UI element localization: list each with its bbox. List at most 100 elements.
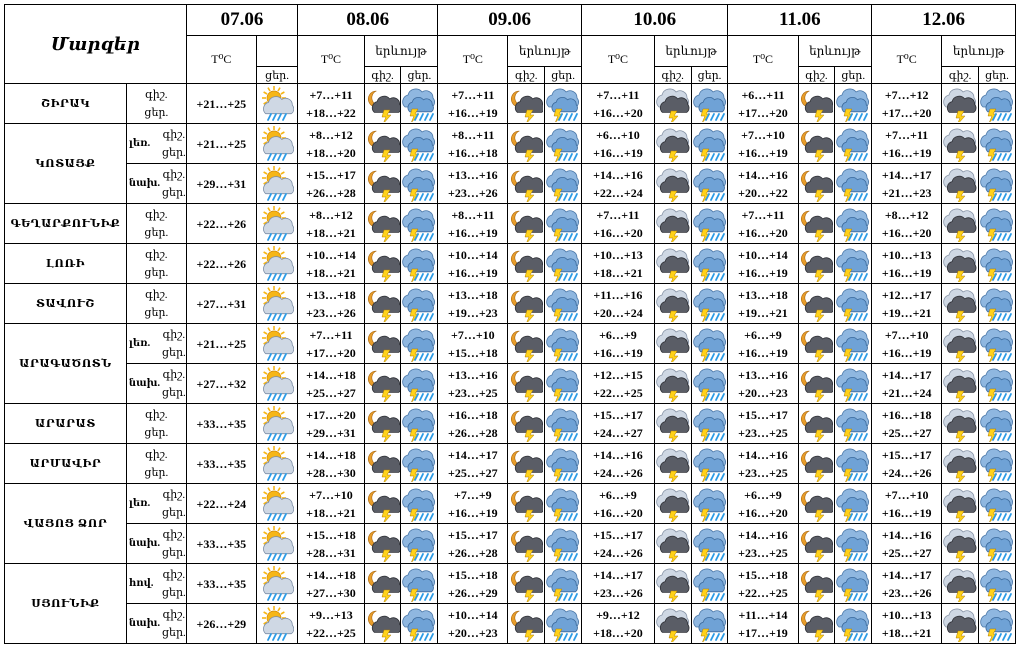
- day-icon-cell: [690, 123, 729, 164]
- day-icon-cell: [834, 363, 873, 404]
- cloud-thunder-icon: [656, 448, 690, 482]
- day-temp: +22…+25: [593, 385, 643, 400]
- cloud-thunder-icon: [943, 248, 977, 282]
- day-icon-cell: [400, 483, 439, 524]
- night-label: գիշ.: [363, 66, 402, 84]
- moon-cloud-thunder-icon: [367, 410, 400, 442]
- forecast-icon-07: [255, 163, 299, 204]
- day-temp: +24…+26: [881, 465, 932, 480]
- night-icon-cell: [363, 523, 402, 564]
- temp-range: +6…+11 +17…+20: [727, 83, 799, 124]
- cloud-thunder-icon: [656, 248, 690, 282]
- temp-range: +11…+14 +17…+19: [727, 603, 799, 644]
- night-temp: +6…+10: [596, 127, 640, 142]
- temp-range: +15…+17 +26…+28: [297, 163, 365, 204]
- day-night-labels: լեռ. գիշ. ցեր.: [125, 483, 187, 524]
- forecast-icon-07: [255, 523, 299, 564]
- table-row: նախ. գիշ. ցեր. +29…+31 +15…+17 +26…+28 +13…+16…: [5, 163, 1016, 204]
- night-icon-cell: [941, 203, 980, 244]
- night-short-label: գիշ.: [162, 608, 186, 621]
- day-temp: +16…+19: [738, 145, 788, 160]
- night-icon-cell: [653, 323, 692, 364]
- moon-cloud-thunder-icon: [511, 570, 544, 602]
- day-night-labels: գիշ. ցեր.: [125, 83, 187, 124]
- day-night-labels: գիշ. ցեր.: [125, 203, 187, 244]
- night-icon-cell: [653, 563, 692, 604]
- forecast-icon-07: [255, 203, 299, 244]
- cloud-thunder-rain-icon: [692, 488, 726, 522]
- night-icon-cell: [941, 123, 980, 164]
- sun-cloud-rain-icon: [262, 165, 295, 201]
- moon-cloud-thunder-icon: [367, 530, 400, 562]
- night-icon-cell: [653, 403, 692, 444]
- day-temp: +16…+20: [881, 225, 932, 240]
- table-row: ԱՐՄԱՎԻՐ գիշ. ցեր. +33…+35 +14…+18 +28…+30 +14……: [4, 443, 1016, 484]
- cloud-thunder-rain-icon: [836, 368, 870, 402]
- day-temp-07: +21…+25: [185, 323, 257, 364]
- temp-range: +7…+11 +18…+22: [297, 83, 365, 124]
- night-icon-cell: [507, 283, 546, 324]
- table-row: ԳԵՂԱՐՔՈՒՆԻՔ գիշ. ցեր. +22…+26 +8…+12 +18…+21 +…: [4, 203, 1016, 244]
- night-temp: +6…+9: [599, 487, 637, 502]
- day-icon-cell: [690, 203, 729, 244]
- cloud-thunder-icon: [943, 168, 977, 202]
- cloud-thunder-rain-icon: [980, 528, 1013, 562]
- day-night-labels: գիշ. ցեր.: [125, 243, 187, 284]
- night-temp: +8…+12: [309, 207, 353, 222]
- day-night-labels: նախ. գիշ. ցեր.: [125, 363, 187, 404]
- day-label: ցեր.: [978, 66, 1016, 84]
- night-icon-cell: [363, 363, 402, 404]
- moon-cloud-thunder-icon: [801, 330, 834, 362]
- moon-cloud-thunder-icon: [511, 290, 544, 322]
- cloud-thunder-icon: [943, 88, 977, 122]
- temp-range: +7…+9 +16…+19: [437, 483, 509, 524]
- night-short-label: գիշ.: [162, 328, 186, 341]
- moon-cloud-thunder-icon: [801, 90, 834, 122]
- night-icon-cell: [941, 363, 980, 404]
- night-temp: +8…+11: [451, 207, 495, 222]
- day-temp: +18…+21: [593, 265, 643, 280]
- night-temp: +8…+12: [309, 127, 353, 142]
- sun-cloud-rain-icon: [262, 405, 295, 441]
- cloud-thunder-rain-icon: [980, 208, 1013, 242]
- day-icon-cell: [834, 83, 873, 124]
- cloud-thunder-icon: [943, 568, 977, 602]
- night-icon-cell: [363, 403, 402, 444]
- moon-cloud-thunder-icon: [511, 530, 544, 562]
- cloud-thunder-rain-icon: [980, 368, 1013, 402]
- day-temp: +20…+23: [447, 625, 498, 640]
- night-icon-cell: [653, 483, 692, 524]
- temp-range: +7…+10 +16…+19: [727, 123, 799, 164]
- cloud-thunder-rain-icon: [402, 568, 436, 602]
- temp-range: +7…+10 +16…+19: [871, 483, 943, 524]
- night-temp: +7…+11: [741, 207, 785, 222]
- moon-cloud-thunder-icon: [367, 490, 400, 522]
- cloud-thunder-icon: [656, 408, 690, 442]
- day-icon-cell: [544, 163, 582, 204]
- cloud-thunder-rain-icon: [546, 368, 580, 402]
- day-temp: +16…+20: [738, 225, 788, 240]
- night-label: գիշ.: [941, 66, 980, 84]
- region-name: ԱՐԱԳԱԾՈՏՆ: [4, 323, 127, 404]
- temp-label: T⁰C: [581, 35, 655, 84]
- day-label: ցեր.: [400, 66, 439, 84]
- day-icon-cell: [978, 243, 1016, 284]
- night-icon-cell: [653, 123, 692, 164]
- day-short-label: ցեր.: [144, 266, 169, 279]
- cloud-thunder-rain-icon: [546, 248, 580, 282]
- region-name: ՏԱՎՈՒՇ: [4, 283, 127, 324]
- cloud-thunder-icon: [943, 208, 977, 242]
- day-temp: +17…+20: [306, 345, 356, 360]
- cloud-thunder-icon: [656, 128, 690, 162]
- day-short-label: ցեր.: [161, 386, 186, 399]
- day-temp: +24…+27: [593, 425, 643, 440]
- day-icon-cell: [834, 243, 873, 284]
- moon-cloud-thunder-icon: [511, 90, 544, 122]
- day-icon-cell: [400, 323, 439, 364]
- night-temp: +15…+18: [447, 567, 498, 582]
- day-temp: +27…+30: [306, 585, 356, 600]
- phenom-label: երևույթ: [797, 35, 873, 67]
- cloud-thunder-rain-icon: [692, 448, 726, 482]
- subregion-label: լեռ.: [128, 337, 151, 349]
- night-temp: +8…+12: [884, 207, 929, 222]
